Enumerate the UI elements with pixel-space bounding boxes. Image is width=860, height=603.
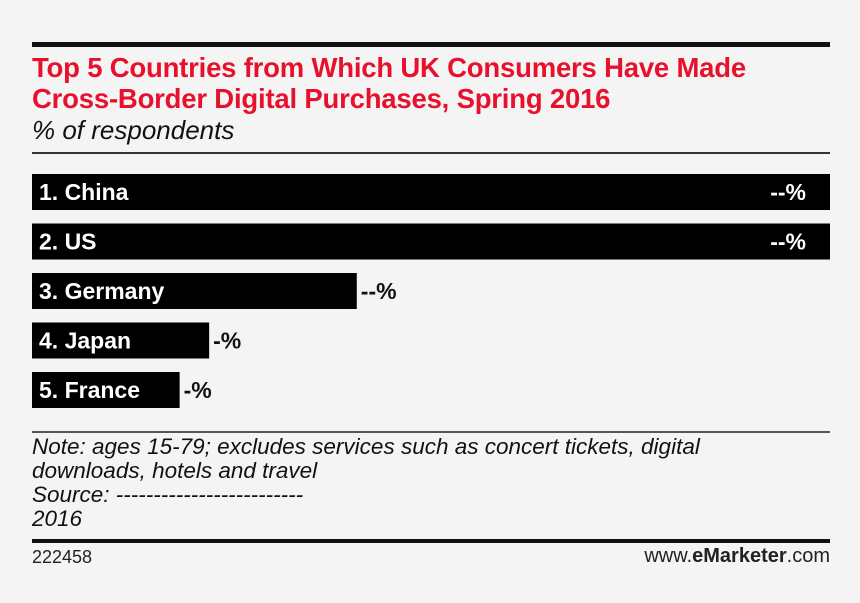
bar-4 [32, 322, 210, 359]
site-brand: eMarketer [692, 545, 787, 567]
note-line: downloads, hotels and travel [32, 458, 318, 483]
emarketer-link[interactable]: www.eMarketer.com [644, 545, 830, 568]
year-line: 2016 [32, 506, 83, 531]
source-line: Source: ------------------------- [32, 482, 304, 507]
top-rule [32, 42, 830, 47]
bar-value-label: -% [213, 328, 241, 354]
bar-category-label: 3. Germany [39, 278, 164, 304]
bar-category-label: 4. Japan [39, 328, 131, 354]
bar-5 [32, 372, 180, 408]
chart-subtitle: % of respondents [32, 115, 235, 145]
notes-rule [32, 431, 830, 433]
bar-2 [32, 223, 830, 260]
site-suffix: .com [786, 545, 830, 567]
bar-value-label: --% [770, 179, 806, 205]
chart-id: 222458 [32, 547, 93, 567]
bar-3 [32, 273, 357, 309]
bar-category-label: 5. France [39, 377, 140, 403]
header-rule [32, 152, 830, 154]
bar-value-label: --% [361, 278, 397, 304]
chart-title: Top 5 Countries from Which UK Consumers … [32, 52, 746, 114]
bar-category-label: 1. China [39, 179, 129, 205]
note-line: Note: ages 15-79; excludes services such… [32, 434, 700, 459]
chart-notes: Note: ages 15-79; excludes services such… [32, 435, 822, 531]
site-prefix: www. [644, 545, 693, 567]
bottom-rule [32, 539, 830, 543]
bar-value-label: -% [184, 377, 212, 403]
bar-1 [32, 174, 830, 210]
bar-value-label: --% [770, 229, 806, 255]
bar-category-label: 2. US [39, 229, 97, 255]
